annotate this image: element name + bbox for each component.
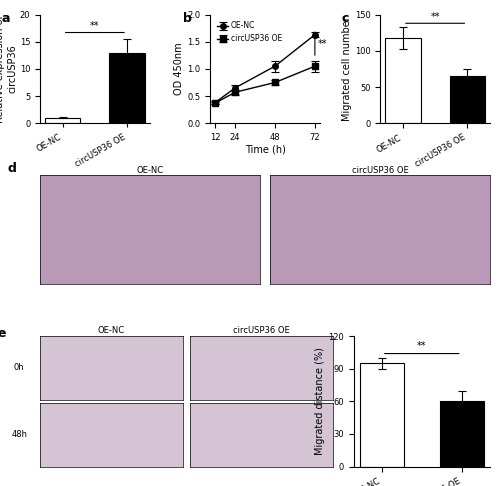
Text: **: **: [318, 39, 327, 49]
Y-axis label: Relative expression of
circUSP36: Relative expression of circUSP36: [0, 15, 17, 123]
Bar: [385, 38, 420, 123]
Text: e: e: [0, 327, 6, 340]
Y-axis label: Migrated cell number: Migrated cell number: [342, 17, 352, 122]
Title: circUSP36 OE: circUSP36 OE: [234, 327, 290, 335]
Text: b: b: [182, 13, 192, 25]
Title: OE-NC: OE-NC: [136, 166, 164, 174]
Bar: [110, 52, 145, 123]
Text: a: a: [2, 13, 10, 25]
Y-axis label: 48h: 48h: [11, 430, 27, 439]
Y-axis label: OD 450nm: OD 450nm: [174, 43, 184, 95]
Bar: [360, 364, 404, 467]
Title: circUSP36 OE: circUSP36 OE: [352, 166, 408, 174]
Legend: OE-NC, circUSP36 OE: OE-NC, circUSP36 OE: [214, 18, 285, 46]
Text: **: **: [430, 12, 440, 22]
Text: c: c: [342, 13, 349, 25]
Y-axis label: Migrated distance (%): Migrated distance (%): [316, 347, 326, 455]
Title: OE-NC: OE-NC: [98, 327, 125, 335]
Y-axis label: 0h: 0h: [14, 364, 24, 372]
Text: d: d: [7, 162, 16, 175]
Bar: [450, 76, 485, 123]
X-axis label: Time (h): Time (h): [244, 145, 286, 155]
Bar: [440, 401, 484, 467]
Text: **: **: [417, 341, 426, 351]
Bar: [45, 118, 80, 123]
Text: **: **: [90, 21, 100, 31]
